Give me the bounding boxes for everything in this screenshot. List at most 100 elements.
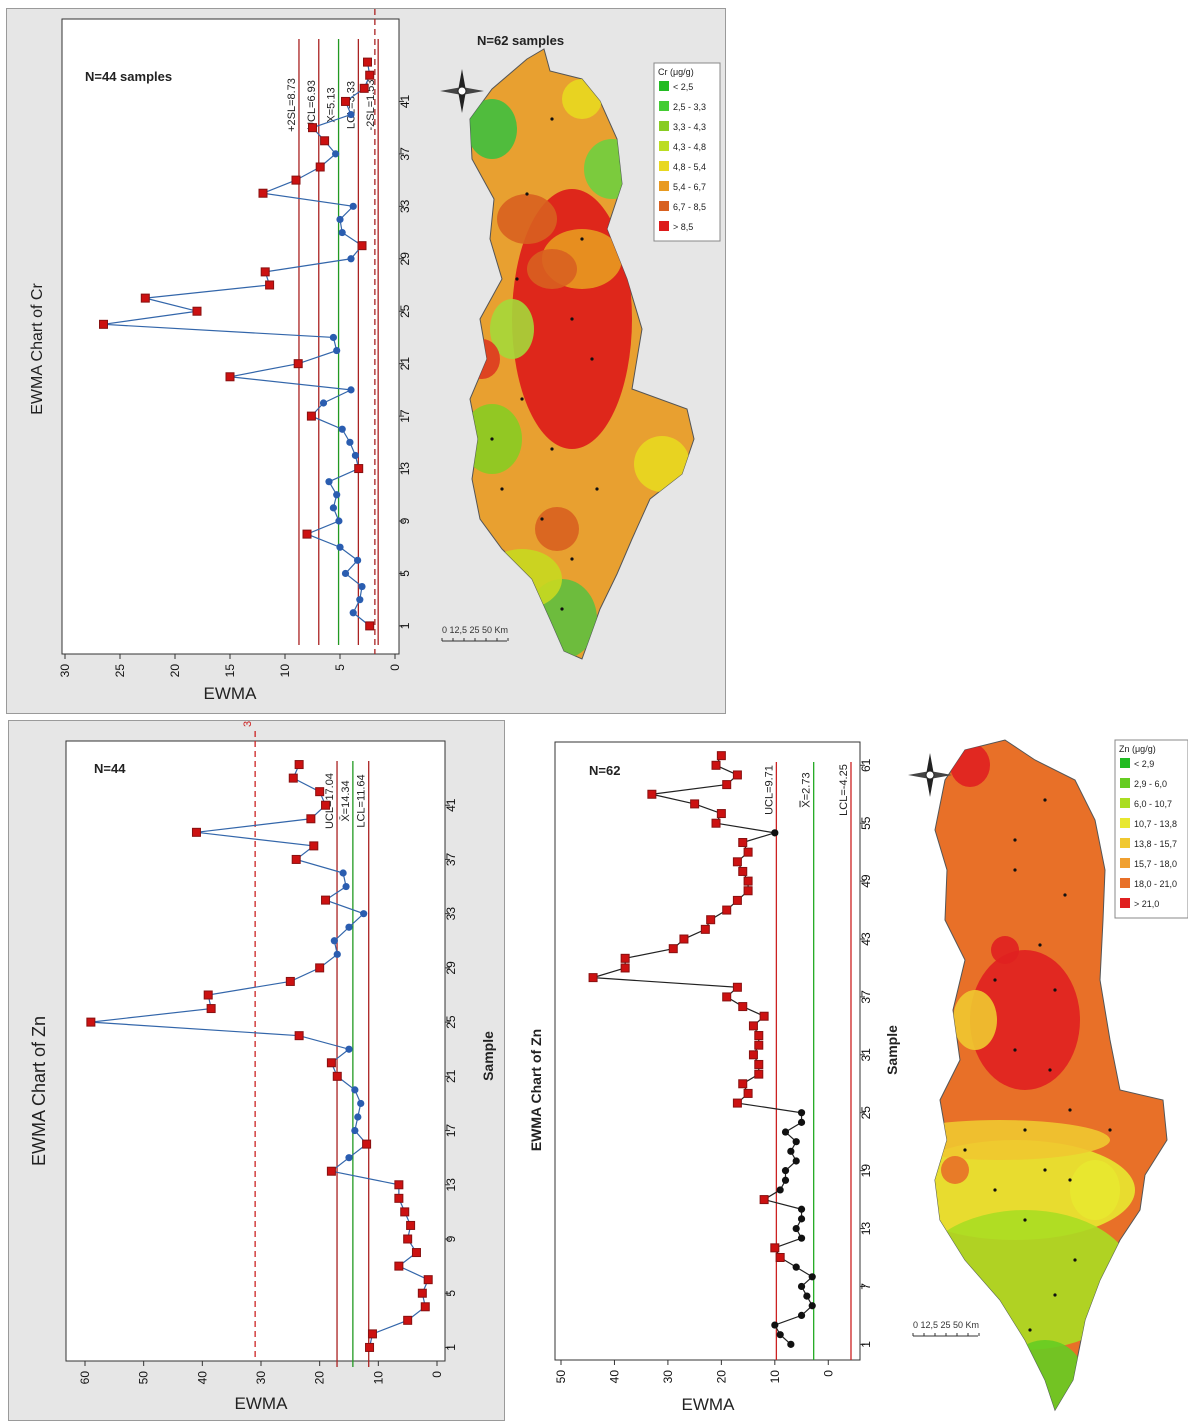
data-point bbox=[319, 399, 328, 407]
data-point bbox=[347, 255, 355, 263]
value-tick-label: 10 bbox=[768, 1370, 782, 1384]
sample-tick-label: 9 bbox=[444, 1235, 458, 1242]
sample-tick-label: 61 bbox=[859, 758, 873, 772]
chart-title: EWMA Chart of Cr bbox=[29, 283, 46, 415]
value-axis-label: EWMA bbox=[235, 1394, 289, 1413]
data-point bbox=[338, 228, 346, 237]
data-point bbox=[363, 57, 372, 67]
value-tick-label: 20 bbox=[168, 664, 182, 678]
zn44-panel: 01020304050601591317212529333741UCL=17.0… bbox=[8, 720, 505, 1421]
data-point bbox=[326, 1166, 336, 1176]
legend-label: > 21,0 bbox=[1134, 899, 1159, 909]
value-tick-label: 40 bbox=[195, 1371, 209, 1385]
data-point bbox=[797, 1311, 806, 1319]
data-point bbox=[332, 150, 340, 158]
sample-site bbox=[1053, 1293, 1057, 1297]
legend-swatch bbox=[1120, 798, 1130, 808]
zn62-panel: 0 10 20 30 40 50 1 7 13 19 25 31 37 43 49 55 61 UCL=9.71 X… bbox=[505, 720, 905, 1419]
value-tick-label: 30 bbox=[254, 1371, 268, 1385]
value-tick-label: 10 bbox=[371, 1371, 385, 1385]
data-point bbox=[668, 944, 678, 954]
legend-swatch bbox=[659, 181, 669, 191]
sample-axis-label: Sample bbox=[884, 1025, 900, 1075]
value-axis-label: EWMA bbox=[682, 1395, 736, 1414]
plot-area bbox=[554, 741, 861, 1361]
sample-site bbox=[580, 237, 584, 241]
data-point bbox=[367, 1329, 377, 1339]
data-point bbox=[748, 1050, 758, 1060]
data-point bbox=[335, 517, 343, 525]
data-point bbox=[333, 491, 341, 499]
data-point bbox=[351, 1086, 359, 1094]
sample-tick-label: 29 bbox=[444, 961, 458, 975]
sample-tick-label: 25 bbox=[444, 1015, 458, 1029]
data-point bbox=[711, 760, 721, 770]
data-point bbox=[743, 847, 753, 857]
data-point bbox=[315, 963, 325, 973]
data-point bbox=[808, 1302, 816, 1310]
data-point bbox=[620, 963, 630, 973]
legend-swatch bbox=[1120, 858, 1130, 868]
sample-site bbox=[1053, 988, 1057, 992]
sample-tick-label: 43 bbox=[859, 932, 873, 946]
legend-label: 6,0 - 10,7 bbox=[1134, 799, 1172, 809]
data-point bbox=[349, 202, 357, 210]
data-point bbox=[748, 1021, 758, 1031]
data-point bbox=[754, 1040, 764, 1050]
data-point bbox=[620, 953, 630, 963]
sample-tick-label: 31 bbox=[859, 1048, 873, 1062]
data-point bbox=[354, 464, 364, 474]
scale-bar-label: 0 12,5 25 50 Km bbox=[913, 1320, 979, 1330]
data-point bbox=[358, 582, 366, 591]
legend-title: Zn (μg/g) bbox=[1119, 744, 1156, 754]
map-title: N=62 samples bbox=[477, 33, 564, 48]
sample-site bbox=[1048, 1068, 1052, 1072]
data-point bbox=[351, 1126, 359, 1135]
data-point bbox=[329, 333, 337, 342]
data-point bbox=[315, 787, 325, 797]
legend-swatch bbox=[659, 101, 669, 111]
legend-label: 2,5 - 3,3 bbox=[673, 102, 706, 112]
sample-tick-label: 19 bbox=[859, 1164, 873, 1178]
sample-site bbox=[570, 317, 574, 321]
data-point bbox=[342, 882, 350, 891]
legend-swatch bbox=[659, 121, 669, 131]
data-point bbox=[716, 809, 726, 819]
data-point bbox=[341, 569, 350, 578]
data-point bbox=[420, 1302, 430, 1312]
sample-tick-label: 13 bbox=[444, 1178, 458, 1192]
zn-map: Zn (μg/g) < 2,9 2,9 - 6,0 6,0 - 10,7 10,7 - … bbox=[908, 739, 1188, 1412]
data-point bbox=[329, 504, 337, 512]
heat-zone bbox=[953, 990, 997, 1050]
data-point bbox=[338, 425, 346, 433]
value-tick-label: 20 bbox=[714, 1370, 728, 1384]
data-point bbox=[679, 934, 689, 944]
sample-tick-label: 37 bbox=[444, 852, 458, 866]
sample-site bbox=[590, 357, 594, 361]
sample-site bbox=[1013, 838, 1017, 842]
sample-site bbox=[490, 437, 494, 441]
legend-swatch bbox=[1120, 898, 1130, 908]
legend-swatch bbox=[1120, 818, 1130, 828]
value-tick-label: 40 bbox=[607, 1370, 621, 1384]
data-point bbox=[315, 162, 325, 172]
sample-site bbox=[1028, 1328, 1032, 1332]
sample-tick-label: 25 bbox=[859, 1106, 873, 1120]
sample-tick-label: 13 bbox=[859, 1222, 873, 1236]
sample-site bbox=[595, 487, 599, 491]
chart-note: N=44 bbox=[94, 761, 126, 776]
sample-site bbox=[515, 277, 519, 281]
chart-title: EWMA Chart of Zn bbox=[528, 1029, 544, 1151]
chart-note: N=62 bbox=[589, 763, 620, 778]
data-point bbox=[732, 770, 742, 780]
data-point bbox=[345, 1154, 353, 1162]
sample-tick-label: 37 bbox=[398, 147, 412, 161]
data-point bbox=[759, 1011, 769, 1021]
data-point bbox=[738, 1002, 748, 1012]
data-point bbox=[808, 1273, 816, 1281]
sample-site bbox=[1063, 893, 1067, 897]
legend-label: < 2,9 bbox=[1134, 759, 1154, 769]
data-point bbox=[293, 359, 303, 369]
data-point bbox=[690, 799, 700, 809]
control-line-label: 31 bbox=[242, 721, 254, 727]
